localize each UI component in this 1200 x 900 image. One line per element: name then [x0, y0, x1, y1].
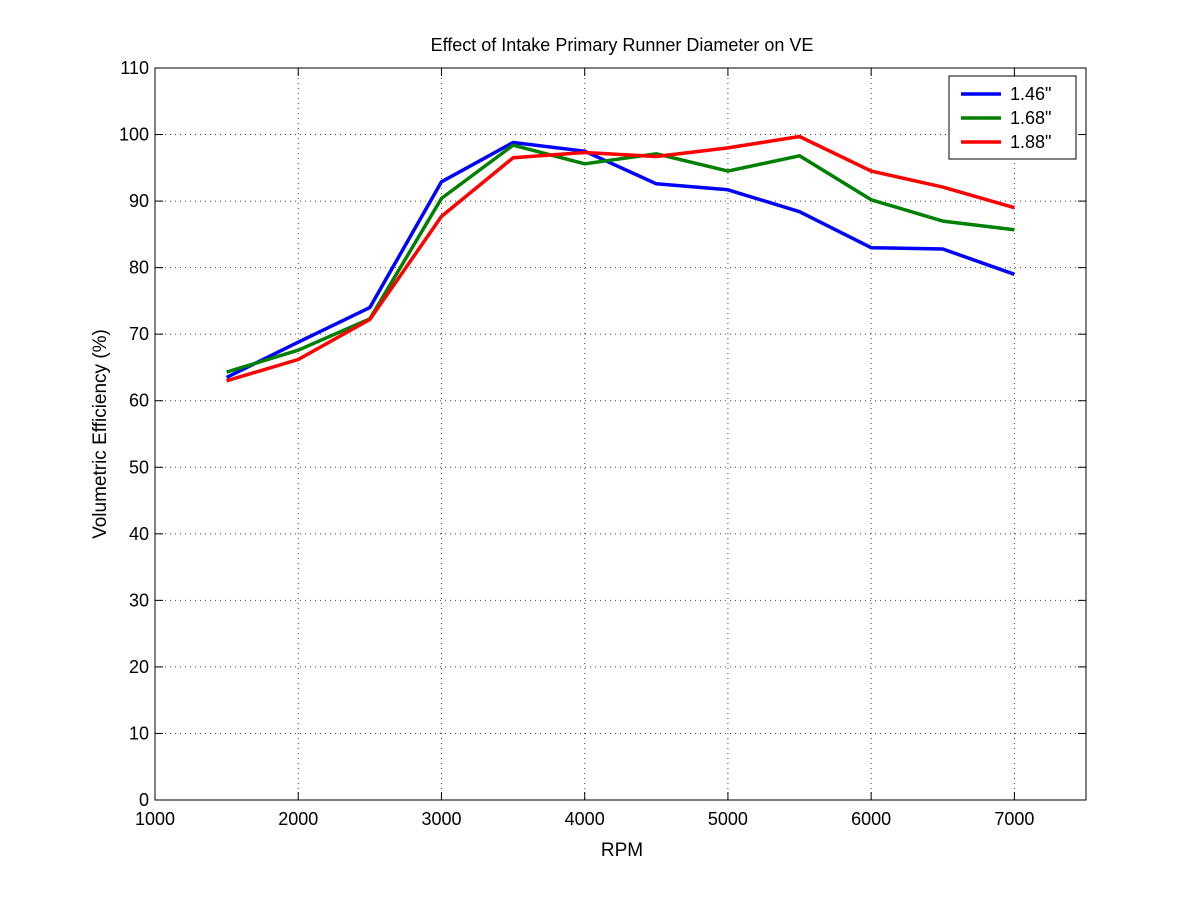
- y-tick-label: 40: [129, 524, 149, 544]
- chart-title: Effect of Intake Primary Runner Diameter…: [431, 35, 814, 55]
- y-tick-label: 30: [129, 590, 149, 610]
- y-tick-label: 90: [129, 191, 149, 211]
- x-tick-label: 6000: [851, 809, 891, 829]
- series-line-1-88: [226, 134, 1015, 383]
- x-tick-label: 5000: [708, 809, 748, 829]
- y-tick-label: 20: [129, 657, 149, 677]
- legend: 1.46" 1.68" 1.88": [948, 75, 1077, 160]
- y-tick-label: 100: [119, 125, 149, 145]
- y-tick-label: 50: [129, 457, 149, 477]
- series-line-1-46: [225, 140, 1015, 379]
- x-tick-label: 3000: [421, 809, 461, 829]
- y-tick-label: 60: [129, 391, 149, 411]
- grid: [155, 68, 1086, 800]
- x-tick-label: 1000: [135, 809, 175, 829]
- x-tick-label: 2000: [278, 809, 318, 829]
- y-axis-label: Volumetric Efficiency (%): [90, 329, 111, 539]
- y-tick-label: 10: [129, 723, 149, 743]
- x-tick-labels: 1000 2000 3000 4000 5000 6000 7000: [135, 809, 1034, 829]
- series-line-1-68: [226, 143, 1015, 374]
- plot-area-frame: [154, 67, 1087, 801]
- x-tick-label: 4000: [565, 809, 605, 829]
- y-tick-label: 70: [129, 324, 149, 344]
- y-tick-label: 110: [120, 58, 149, 78]
- legend-label-1-46: 1.46": [1010, 84, 1051, 104]
- x-axis-label: RPM: [601, 840, 643, 861]
- y-tick-labels: 0 10 20 30 40 50 60 70 80 90 100 110: [119, 58, 149, 810]
- series-lines: [225, 134, 1015, 383]
- y-tick-label: 0: [139, 790, 149, 810]
- legend-label-1-88: 1.88": [1010, 132, 1051, 152]
- legend-label-1-68: 1.68": [1010, 108, 1051, 128]
- y-tick-label: 80: [129, 258, 149, 278]
- x-tick-label: 7000: [994, 809, 1034, 829]
- axis-ticks: [154, 67, 1086, 801]
